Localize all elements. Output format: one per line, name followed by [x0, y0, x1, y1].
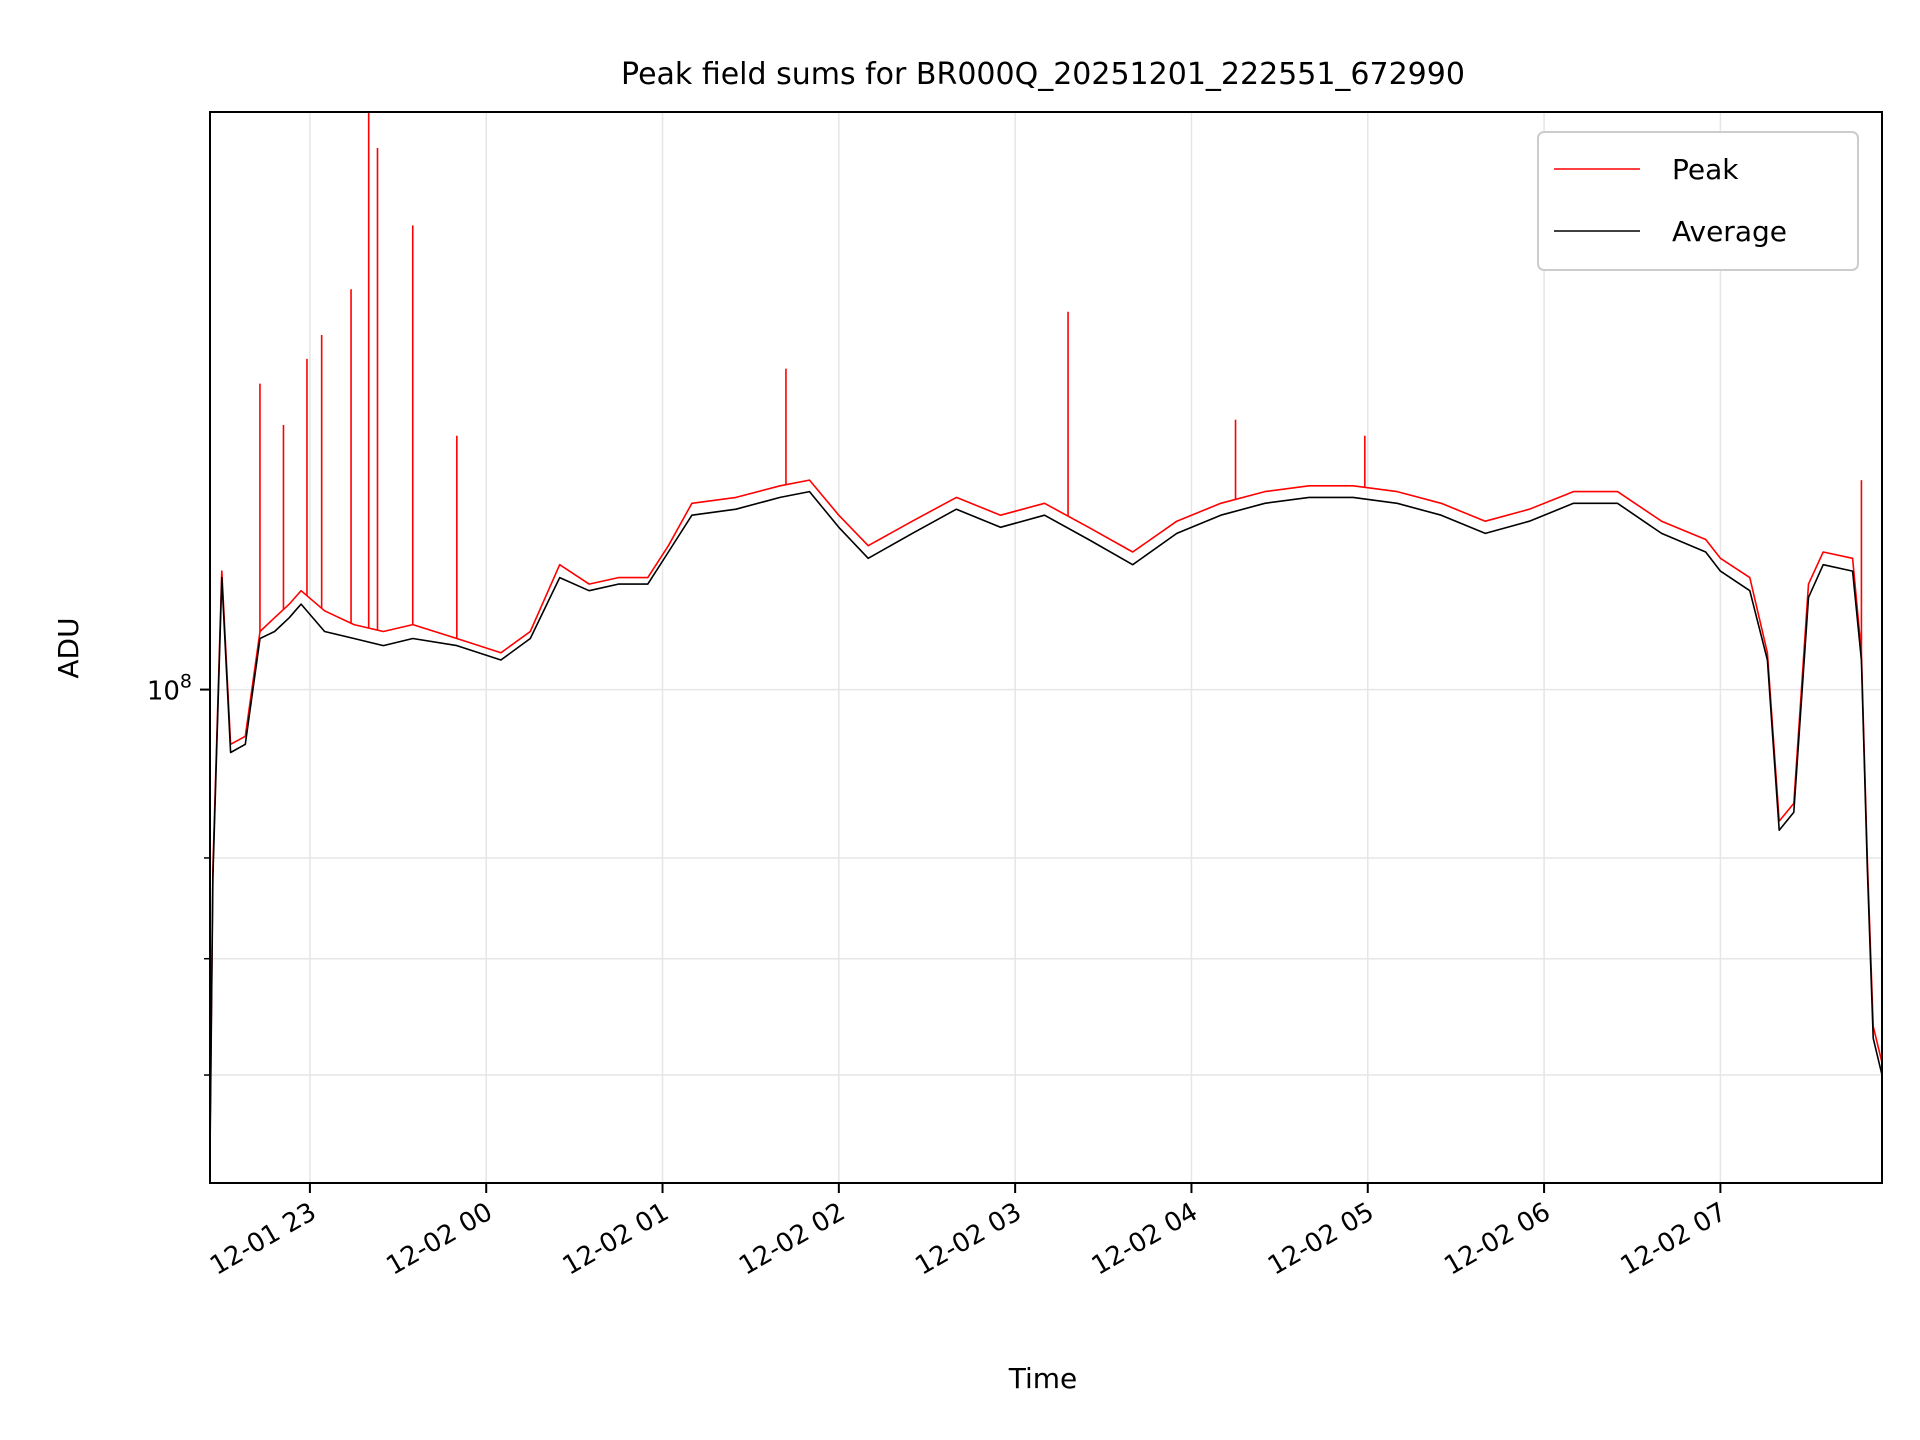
- plot-frame: [209, 111, 1883, 1184]
- series-line-average: [209, 490, 1883, 1155]
- legend-label-peak: Peak: [1672, 153, 1739, 186]
- series-line-peak: [209, 479, 1883, 1141]
- y-tick-label: 108: [147, 671, 192, 707]
- y-axis-label: ADU: [52, 617, 85, 678]
- chart-title: Peak field sums for BR000Q_20251201_2225…: [621, 57, 1465, 92]
- x-axis-label: Time: [1008, 1362, 1078, 1395]
- legend: Peak Average: [1537, 131, 1859, 271]
- y-axis-ticks: 108: [147, 671, 210, 1076]
- legend-label-average: Average: [1672, 215, 1787, 248]
- series-layer: [209, 112, 1883, 1155]
- legend-box: [1537, 131, 1859, 271]
